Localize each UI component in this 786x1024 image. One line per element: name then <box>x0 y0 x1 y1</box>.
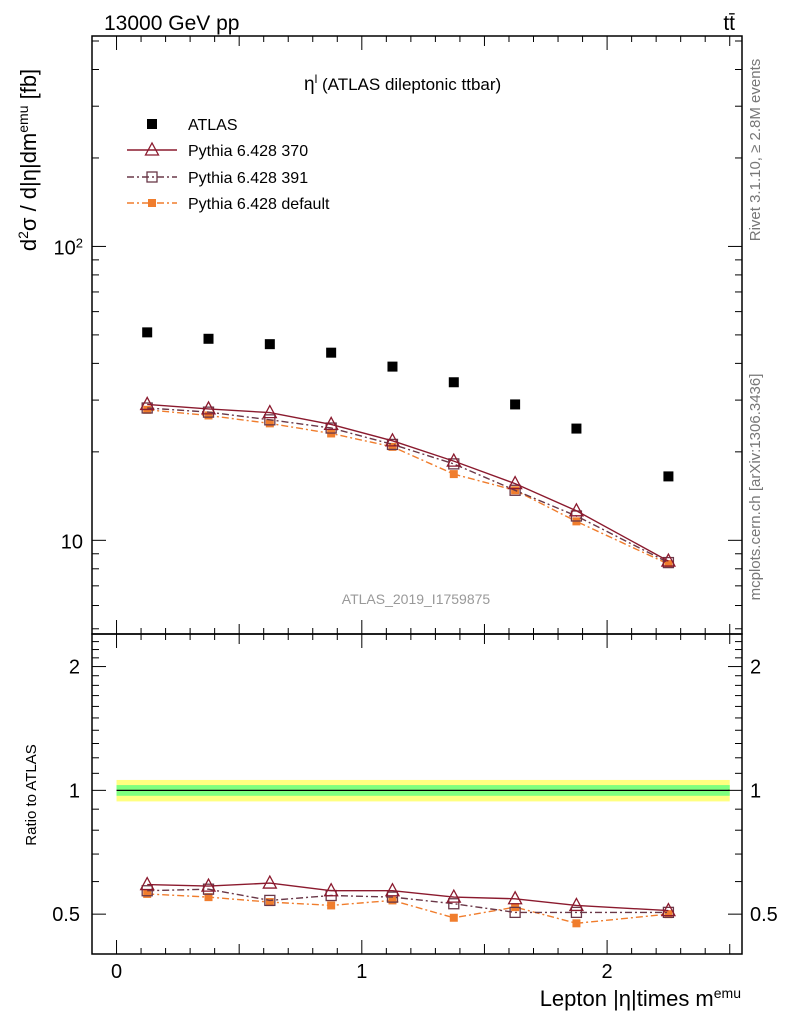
main-point-pythia-6-428-default <box>664 560 673 569</box>
main-point-atlas <box>203 333 214 344</box>
ratio-point-pythia-6-428-391 <box>141 885 153 897</box>
x-tick-label: 1 <box>356 961 367 983</box>
main-point-pythia-6-428-370 <box>323 416 339 431</box>
rivet-label: Rivet 3.1.10, ≥ 2.8M events <box>747 59 764 242</box>
main-point-pythia-6-428-default <box>204 411 213 420</box>
ratio-point-pythia-6-428-391 <box>386 891 399 903</box>
ratio-point-pythia-6-428-391 <box>264 894 276 907</box>
ratio-point-pythia-6-428-370 <box>446 888 462 903</box>
main-point-pythia-6-428-370 <box>384 432 401 447</box>
legend-marker-atlas <box>147 119 157 129</box>
main-point-atlas <box>142 327 153 338</box>
ratio-line-pythia-6-428-391 <box>147 888 669 914</box>
ratio-series-layer <box>139 874 677 928</box>
ratio-axis-ticks: 0.5 0.5 1 1 2 2 0 1 2 <box>52 633 778 983</box>
ratio-point-pythia-6-428-default <box>204 893 213 902</box>
main-point-pythia-6-428-391 <box>509 484 521 496</box>
ratio-point-pythia-6-428-370 <box>139 876 155 891</box>
main-point-pythia-6-428-370 <box>262 404 278 419</box>
ratio-y-tick-label-right: 2 <box>750 657 761 679</box>
main-point-atlas <box>264 339 275 350</box>
main-point-pythia-6-428-default <box>265 419 274 428</box>
analysis-watermark: ATLAS_2019_I1759875 <box>342 591 491 607</box>
main-y-tick-label: 102 <box>54 235 83 260</box>
ratio-point-pythia-6-428-default <box>143 889 152 898</box>
legend-label-pythia-6-428-default: Pythia 6.428 default <box>188 196 330 213</box>
main-line-pythia-6-428-default <box>147 409 669 565</box>
ratio-point-pythia-6-428-370 <box>262 874 278 889</box>
main-point-atlas <box>571 423 582 434</box>
ratio-y-tick-label-right: 0.5 <box>750 904 778 926</box>
main-point-pythia-6-428-370 <box>139 396 155 411</box>
ratio-point-pythia-6-428-default <box>265 898 274 907</box>
ratio-y-tick-label-left: 0.5 <box>52 904 80 926</box>
main-point-pythia-6-428-default <box>449 470 458 479</box>
main-point-atlas <box>387 361 398 372</box>
legend-label-atlas: ATLAS <box>188 117 238 134</box>
main-point-pythia-6-428-default <box>388 442 397 451</box>
mcplots-label: mcplots.cern.ch [arXiv:1306.3436] <box>747 374 764 601</box>
main-series-layer <box>139 327 677 569</box>
main-y-tick-label: 10 <box>61 531 83 553</box>
ratio-point-pythia-6-428-default <box>388 896 397 905</box>
main-line-pythia-6-428-370 <box>147 403 669 562</box>
legend-label-pythia-6-428-391: Pythia 6.428 391 <box>188 170 308 187</box>
main-point-pythia-6-428-370 <box>446 452 462 467</box>
process-label: tt̄ <box>723 12 735 35</box>
ratio-point-pythia-6-428-391 <box>570 906 583 919</box>
main-point-pythia-6-428-370 <box>507 475 523 490</box>
ratio-point-pythia-6-428-370 <box>200 877 217 892</box>
ratio-point-pythia-6-428-370 <box>507 890 523 905</box>
ratio-point-pythia-6-428-370 <box>384 882 401 897</box>
legend-marker-pythia-6-428-391 <box>146 171 158 183</box>
ratio-point-pythia-6-428-default <box>327 901 336 910</box>
main-point-pythia-6-428-370 <box>200 400 217 415</box>
ratio-panel-frame <box>91 633 743 955</box>
ratio-point-pythia-6-428-370 <box>660 902 677 917</box>
ratio-line-pythia-6-428-370 <box>147 882 669 912</box>
ratio-y-tick-label-left: 1 <box>69 780 80 802</box>
ratio-y-tick-label-right: 1 <box>750 780 761 802</box>
x-tick-label: 2 <box>602 961 613 983</box>
main-point-pythia-6-428-391 <box>325 422 337 434</box>
energy-label: 13000 GeV pp <box>104 12 239 35</box>
main-point-atlas <box>326 347 337 358</box>
main-point-pythia-6-428-391 <box>264 414 276 426</box>
main-panel-title: ηl (ATLAS dileptonic ttbar) <box>304 72 501 95</box>
ratio-point-pythia-6-428-default <box>449 913 458 922</box>
legend: ATLAS Pythia 6.428 370 Pythia 6.428 391 Pyt… <box>127 117 330 213</box>
main-point-atlas <box>448 377 459 388</box>
main-point-pythia-6-428-370 <box>660 552 677 567</box>
ratio-y-tick-label-left: 2 <box>69 657 80 679</box>
ratio-point-pythia-6-428-370 <box>568 897 585 912</box>
main-axis-ticks: 10 102 <box>54 36 742 634</box>
legend-marker-pythia-6-428-370 <box>144 141 160 156</box>
main-point-atlas <box>663 471 674 482</box>
ratio-point-pythia-6-428-391 <box>509 906 521 919</box>
main-line-pythia-6-428-391 <box>147 407 669 564</box>
ratio-point-pythia-6-428-default <box>572 919 581 928</box>
legend-marker-pythia-6-428-default <box>148 199 156 207</box>
ratio-uncertainty-band <box>116 779 730 802</box>
ratio-point-pythia-6-428-default <box>664 910 673 919</box>
main-point-pythia-6-428-370 <box>568 502 585 517</box>
main-y-axis-label: d2σ / d|η|dmemu [fb] <box>15 69 41 251</box>
x-tick-label: 0 <box>111 961 122 983</box>
main-point-atlas <box>510 399 521 410</box>
ratio-point-pythia-6-428-370 <box>323 882 339 897</box>
legend-label-pythia-6-428-370: Pythia 6.428 370 <box>188 143 308 160</box>
ratio-point-pythia-6-428-391 <box>448 898 460 910</box>
x-axis-label: Lepton |η|times memu <box>540 985 741 1011</box>
ratio-y-axis-label: Ratio to ATLAS <box>23 744 40 845</box>
